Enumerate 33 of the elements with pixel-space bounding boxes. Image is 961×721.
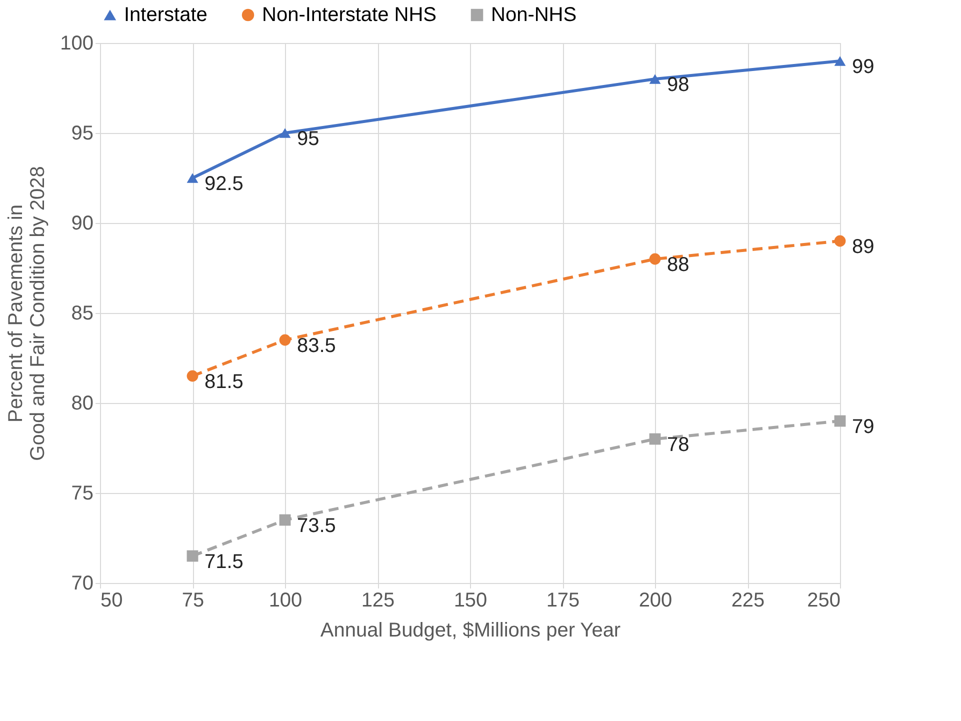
x-tick-label: 75 xyxy=(182,590,204,612)
x-tick-label: 150 xyxy=(454,590,488,612)
data-label: 73.5 xyxy=(297,515,336,537)
data-label: 83.5 xyxy=(297,335,336,357)
data-label: 95 xyxy=(297,128,320,150)
y-tick-label: 95 xyxy=(71,122,94,144)
data-label: 79 xyxy=(852,416,874,438)
x-tick-label: 250 xyxy=(807,590,840,612)
x-tick-label: 100 xyxy=(268,590,302,612)
x-tick-label: 225 xyxy=(731,590,765,612)
x-axis-title: Annual Budget, $Millions per Year xyxy=(320,620,621,642)
x-tick-label: 175 xyxy=(546,590,580,612)
data-label: 92.5 xyxy=(204,173,244,195)
x-tick-label: 50 xyxy=(100,590,123,612)
y-tick-label: 70 xyxy=(71,572,94,594)
y-tick-label: 85 xyxy=(71,302,94,324)
y-tick-label: 75 xyxy=(71,482,94,504)
legend-label: Non-Interstate NHS xyxy=(262,4,437,26)
legend-label: Interstate xyxy=(124,4,208,26)
data-label: 78 xyxy=(667,434,690,456)
x-tick-label: 125 xyxy=(361,590,395,612)
data-label: 99 xyxy=(852,56,874,78)
legend-label: Non-NHS xyxy=(491,4,577,26)
data-label: 89 xyxy=(852,236,874,258)
data-label: 88 xyxy=(667,254,690,276)
y-tick-label: 100 xyxy=(60,32,94,54)
data-label: 98 xyxy=(667,74,690,96)
data-label: 81.5 xyxy=(204,371,244,393)
y-tick-label: 80 xyxy=(71,392,94,414)
x-tick-label: 200 xyxy=(638,590,672,612)
y-axis-title: Percent of Pavements in Good and Fair Condition by 2028 xyxy=(5,166,50,461)
data-label: 71.5 xyxy=(204,551,244,573)
y-tick-label: 90 xyxy=(71,212,94,234)
